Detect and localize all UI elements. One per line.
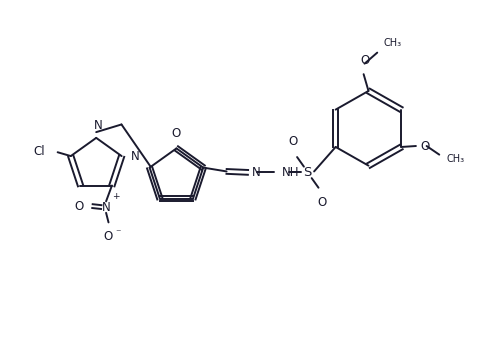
Text: Cl: Cl [33,145,44,158]
Text: CH₃: CH₃ [445,154,463,164]
Text: ⁻: ⁻ [115,228,121,238]
Text: O: O [317,196,326,209]
Text: O: O [359,54,368,68]
Text: S: S [303,166,311,179]
Text: N: N [102,200,110,214]
Text: O: O [171,127,181,140]
Text: N: N [252,166,261,179]
Text: N: N [94,119,103,131]
Text: O: O [74,200,83,213]
Text: O: O [420,140,429,152]
Text: O: O [102,230,112,243]
Text: +: + [112,192,120,201]
Text: N: N [130,150,139,163]
Text: CH₃: CH₃ [382,38,400,48]
Text: NH: NH [281,166,299,179]
Text: O: O [288,136,297,148]
